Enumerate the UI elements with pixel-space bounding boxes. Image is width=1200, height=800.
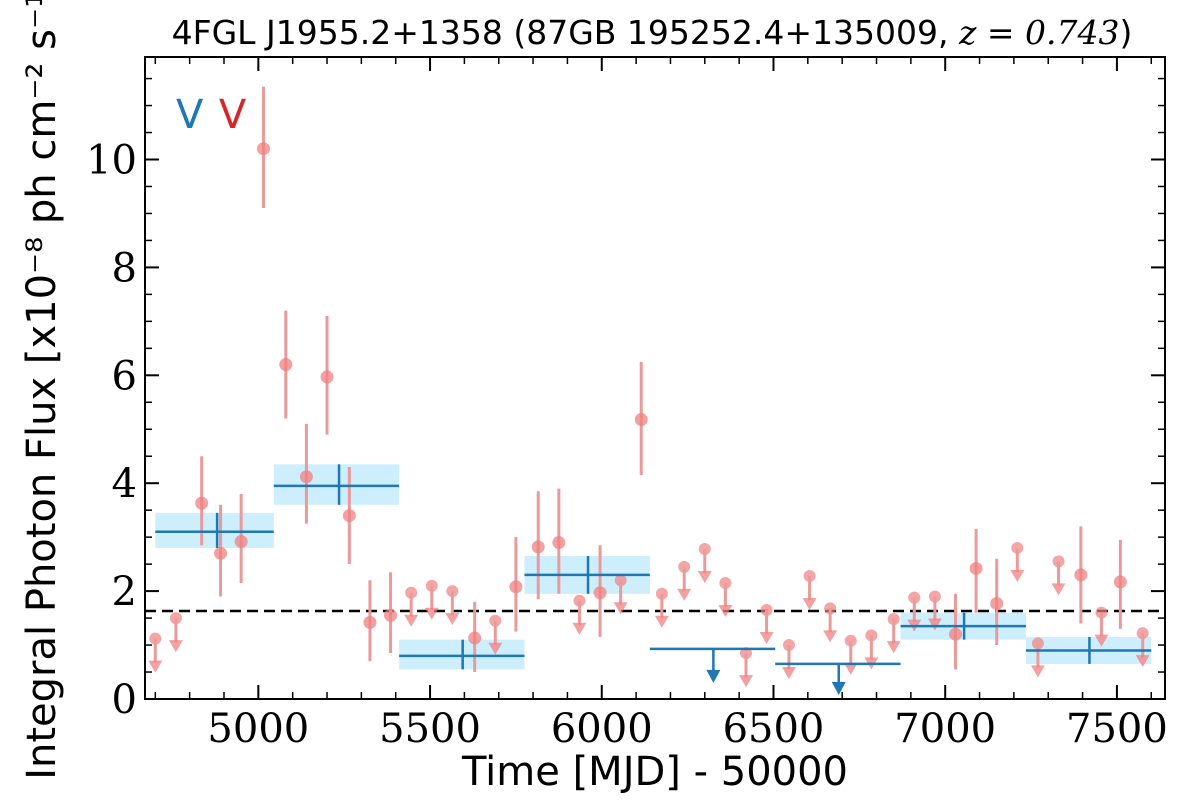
short-bin-upper-limit-arrow xyxy=(1135,655,1150,668)
short-bin-upper-limit-arrow xyxy=(759,631,774,644)
short-bin-point xyxy=(552,536,566,550)
axis-ticks: 5000 5500 6000 6500 7000 7500 0 2 4 6 8 10 xyxy=(86,57,1168,752)
x-axis-label: Time [MJD] - 50000 xyxy=(461,749,848,795)
epoch-marker-label: V xyxy=(219,92,247,138)
long-bin-upper-limit-arrow xyxy=(706,669,721,683)
x-tick-label: 7000 xyxy=(894,706,996,752)
short-bin-point xyxy=(969,561,983,575)
short-bin-upper-limit-arrow xyxy=(927,618,942,631)
short-bin-upper-limit-arrow xyxy=(718,605,733,618)
short-bin-upper-limit-arrow xyxy=(843,662,858,675)
short-bin-upper-limit-arrow xyxy=(1051,583,1066,596)
chart-title-prefix: 4FGL J1955.2+1358 (87GB 195252.4+135009, xyxy=(172,13,959,52)
short-bin-upper-limit-arrow xyxy=(697,571,712,584)
short-bin-upper-limit-arrow xyxy=(424,607,439,620)
short-bin-point xyxy=(320,370,334,384)
short-bin-point xyxy=(1113,575,1127,589)
short-bin-point xyxy=(256,142,270,156)
short-bin-point xyxy=(949,627,963,641)
short-bin-point xyxy=(195,496,209,510)
y-tick-label: 10 xyxy=(86,138,137,184)
chart-title-suffix: ) xyxy=(1120,13,1133,52)
epoch-marker-label: V xyxy=(176,92,204,138)
short-bin-upper-limit-arrow xyxy=(572,622,587,635)
chart-title-redshift-symbol: z xyxy=(958,13,977,52)
x-tick-label: 6000 xyxy=(551,706,653,752)
short-bin-upper-limit-arrow xyxy=(1030,665,1045,678)
y-tick-label: 0 xyxy=(112,677,137,723)
long-bin-uncertainty-band xyxy=(155,512,274,548)
short-bin-point xyxy=(531,540,545,554)
chart-title-redshift-value: = 0.743 xyxy=(976,13,1119,52)
x-tick-label: 7500 xyxy=(1066,706,1168,752)
short-bin-upper-limit-arrow xyxy=(613,602,628,615)
short-bin-point xyxy=(634,413,648,427)
chart-title: 4FGL J1955.2+1358 (87GB 195252.4+135009,… xyxy=(172,13,1133,52)
short-bin-upper-limit-arrow xyxy=(1010,569,1025,582)
short-bin-point xyxy=(234,534,248,548)
y-tick-label: 4 xyxy=(112,461,137,507)
short-bin-upper-limit-arrow xyxy=(739,675,754,688)
short-bin-upper-limit-arrow xyxy=(886,641,901,654)
x-tick-label: 5500 xyxy=(379,706,481,752)
x-tick-label: 6500 xyxy=(723,706,825,752)
short-bin-point xyxy=(384,608,398,622)
long-bin-upper-limit-arrow xyxy=(831,682,846,695)
short-bin-upper-limit-arrow xyxy=(488,642,503,655)
short-bin-point xyxy=(468,631,482,645)
y-tick-label: 6 xyxy=(112,353,137,399)
short-bin-point xyxy=(279,358,293,372)
short-bin-point xyxy=(299,470,313,484)
short-bin-upper-limit-arrow xyxy=(148,660,163,673)
x-tick-label: 5000 xyxy=(207,706,309,752)
short-bin-upper-limit-arrow xyxy=(823,630,838,643)
y-tick-label: 2 xyxy=(112,569,137,615)
short-bin-point xyxy=(214,546,228,560)
short-bin-upper-limit-arrow xyxy=(802,597,817,610)
short-bin-point xyxy=(990,597,1004,611)
short-bin-point xyxy=(1074,568,1088,582)
short-bin-point xyxy=(342,509,356,523)
short-bin-point xyxy=(363,615,377,629)
short-bin-upper-limit-arrow xyxy=(654,615,669,628)
short-bin-point xyxy=(593,586,607,600)
short-bin-point xyxy=(509,580,523,594)
y-axis-label: Integral Photon Flux [x10⁻⁸ ph cm⁻² s⁻¹] xyxy=(19,0,65,780)
short-bin-upper-limit-arrow xyxy=(404,614,419,627)
short-bin-upper-limit-arrow xyxy=(781,667,796,680)
long-bin-uncertainty-band xyxy=(273,464,400,505)
short-bin-upper-limit-arrow xyxy=(677,588,692,601)
plot-frame xyxy=(144,56,1166,700)
y-tick-label: 8 xyxy=(112,245,137,291)
short-bin-upper-limit-arrow xyxy=(445,613,460,626)
short-bin-upper-limit-arrow xyxy=(168,640,183,653)
short-bin-upper-limit-arrow xyxy=(1094,634,1109,647)
